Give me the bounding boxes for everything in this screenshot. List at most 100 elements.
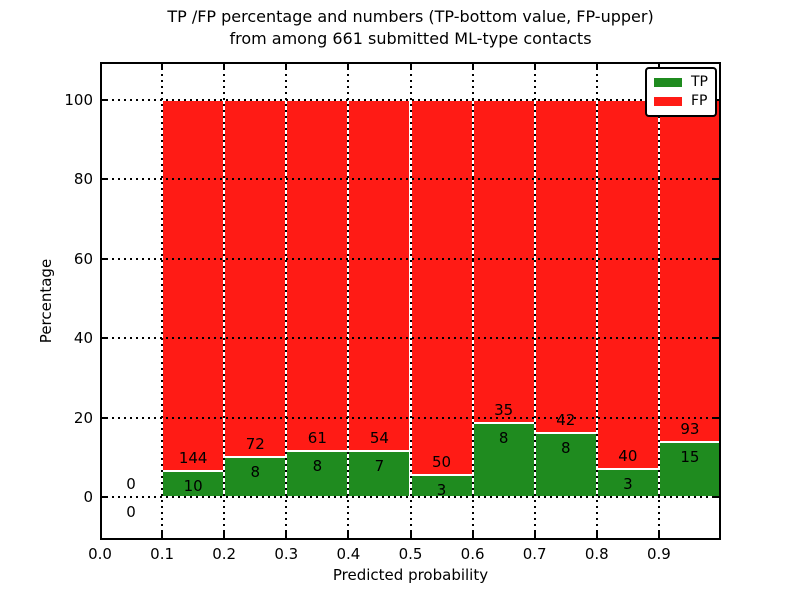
x-tick-mark — [285, 532, 288, 538]
gridline-vertical — [595, 62, 598, 540]
bar-fp — [658, 100, 721, 442]
gridline-horizontal — [100, 178, 721, 181]
fp-count-label: 54 — [369, 429, 389, 448]
y-tick-mark — [102, 337, 108, 340]
bar-tp — [534, 433, 597, 497]
y-tick-label: 80 — [73, 170, 93, 189]
bar-fp — [534, 100, 597, 434]
chart-title: TP /FP percentage and numbers (TP-bottom… — [100, 6, 721, 50]
x-tick-mark — [223, 532, 226, 538]
top-spine — [100, 62, 721, 64]
fp-count-label: 35 — [494, 401, 514, 420]
x-tick-mark — [347, 64, 350, 70]
y-tick-mark — [102, 416, 108, 419]
x-tick-mark — [595, 64, 598, 70]
gridline-horizontal — [100, 99, 721, 101]
x-tick-label: 0.6 — [460, 545, 485, 563]
legend: TP FP — [645, 67, 717, 117]
y-tick-label: 40 — [73, 329, 93, 348]
gridline-vertical — [161, 62, 164, 540]
tp-count-label: 8 — [498, 429, 509, 448]
legend-label-tp: TP — [691, 74, 708, 90]
tp-count-label: 8 — [560, 439, 571, 458]
x-tick-mark — [471, 64, 474, 70]
y-tick-label: 20 — [73, 408, 93, 427]
y-tick-label: 100 — [64, 91, 93, 109]
chart-title-line1: TP /FP percentage and numbers (TP-bottom… — [167, 7, 654, 26]
bar-fp — [162, 100, 225, 472]
tp-count-label: 15 — [680, 447, 700, 466]
x-tick-label: 0.2 — [212, 545, 237, 563]
y-tick-mark — [713, 337, 719, 340]
x-tick-mark — [471, 532, 474, 538]
y-tick-label: 60 — [73, 249, 93, 268]
gridline-vertical — [533, 62, 536, 540]
left-spine — [100, 62, 102, 540]
tp-count-label: 10 — [183, 477, 203, 496]
y-tick-mark — [713, 496, 719, 498]
fp-count-label: 61 — [307, 428, 327, 447]
bar-fp — [286, 100, 349, 451]
gridline-horizontal — [100, 416, 721, 419]
legend-item-fp: FP — [654, 92, 715, 111]
y-tick-label: 0 — [83, 488, 93, 506]
gridline-vertical — [347, 62, 350, 540]
y-tick-mark — [102, 496, 108, 498]
gridline-horizontal — [100, 257, 721, 260]
tp-count-label: 8 — [250, 463, 261, 482]
fp-count-label: 144 — [178, 449, 208, 468]
fp-count-label: 50 — [432, 452, 452, 471]
legend-item-tp: TP — [654, 73, 715, 92]
x-tick-mark — [409, 64, 412, 70]
right-spine — [719, 62, 721, 540]
bar-fp — [348, 100, 411, 452]
gridline-horizontal — [100, 496, 721, 498]
bar-tp — [658, 441, 721, 497]
x-tick-mark — [595, 532, 598, 538]
fp-count-label: 0 — [126, 475, 136, 493]
fp-count-label: 40 — [618, 447, 638, 466]
bar-fp — [596, 100, 659, 470]
x-tick-label: 0.1 — [150, 545, 175, 563]
legend-label-fp: FP — [691, 93, 708, 109]
x-tick-mark — [285, 64, 288, 70]
x-axis-label: Predicted probability — [332, 566, 489, 584]
y-tick-mark — [713, 178, 719, 181]
gridline-horizontal — [100, 337, 721, 340]
x-tick-mark — [161, 64, 164, 70]
y-tick-mark — [713, 257, 719, 260]
x-tick-mark — [657, 532, 660, 538]
x-tick-mark — [533, 64, 536, 70]
tp-count-label: 3 — [623, 475, 633, 494]
tp-count-label: 7 — [374, 457, 385, 476]
tp-color-swatch — [654, 78, 682, 87]
x-tick-mark — [347, 532, 350, 538]
gridline-vertical — [471, 62, 474, 540]
fp-count-label: 93 — [680, 419, 700, 438]
bar-fp — [224, 100, 287, 458]
x-tick-label: 0.3 — [274, 545, 299, 563]
y-tick-mark — [102, 99, 108, 101]
y-axis-label: Percentage — [37, 258, 55, 344]
gridline-vertical — [223, 62, 226, 540]
gridline-vertical — [409, 62, 412, 540]
x-tick-label: 0.7 — [522, 545, 547, 563]
x-tick-label: 0.5 — [398, 545, 423, 563]
y-tick-mark — [102, 257, 108, 260]
y-tick-mark — [713, 416, 719, 419]
tp-count-label: 0 — [126, 503, 136, 521]
x-tick-mark — [533, 532, 536, 538]
x-tick-mark — [409, 532, 412, 538]
bottom-spine — [100, 538, 721, 540]
tp-count-label: 8 — [312, 456, 323, 475]
x-tick-label: 0.0 — [88, 545, 112, 563]
chart-title-line2: from among 661 submitted ML-type contact… — [229, 29, 592, 48]
fp-count-label: 72 — [245, 435, 265, 454]
x-tick-label: 0.9 — [646, 545, 671, 563]
gridline-vertical — [285, 62, 288, 540]
y-tick-mark — [102, 178, 108, 181]
fp-count-label: 42 — [556, 411, 576, 430]
fp-color-swatch — [654, 97, 682, 106]
x-tick-label: 0.8 — [584, 545, 609, 563]
